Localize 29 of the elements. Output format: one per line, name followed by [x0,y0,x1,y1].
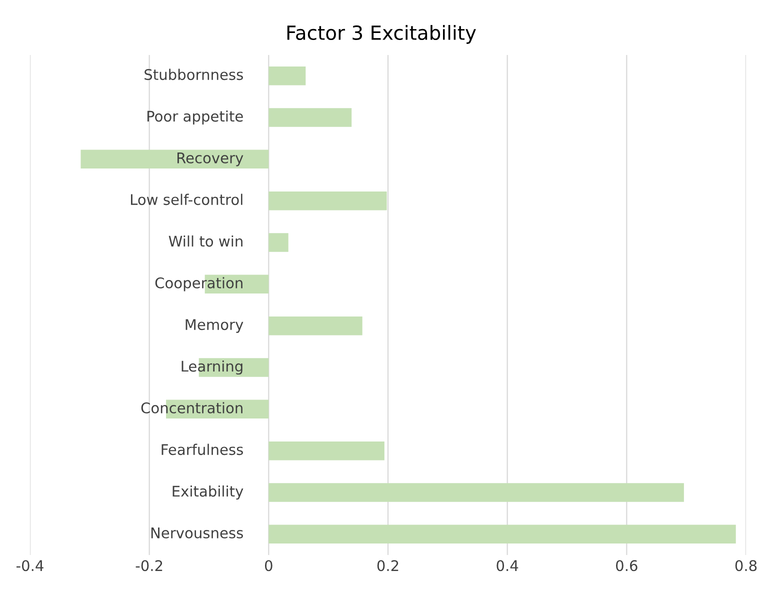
bar [268,524,736,544]
y-tick-label: Recovery [177,152,244,166]
x-tick-label: 0 [264,560,272,572]
bar [268,66,306,86]
y-tick-label: Learning [182,360,242,375]
x-tick-label: 0.2 [377,560,398,572]
bar [268,233,288,252]
y-tick-label: Stubbornness [144,68,243,80]
y-tick-label: Memory [186,319,244,333]
y-tick-label: Exitability [172,485,244,500]
bar [80,150,269,169]
x-tick-label: -0.2 [136,560,162,572]
y-tick-label: Fearfulness [162,444,243,456]
x-tick-label: 0.8 [735,560,757,572]
bar [268,108,352,127]
y-tick-label: Poor appetite [147,110,243,125]
x-tick-label: 0.4 [496,560,518,572]
y-tick-label: Nervousness [151,528,243,538]
x-tick-label: 0.6 [616,560,638,572]
y-tick-label: Concentration [141,402,242,414]
y-tick-label: Will to win [168,235,242,247]
y-tick-label: Cooperation [155,277,242,292]
chart-title: Factor 3 Excitability [287,25,476,44]
x-tick-label: -0.4 [16,560,44,572]
bar [268,483,684,502]
y-tick-label: Low self-control [130,194,242,206]
bar [268,316,362,336]
bar [268,191,387,210]
bar [268,441,384,460]
